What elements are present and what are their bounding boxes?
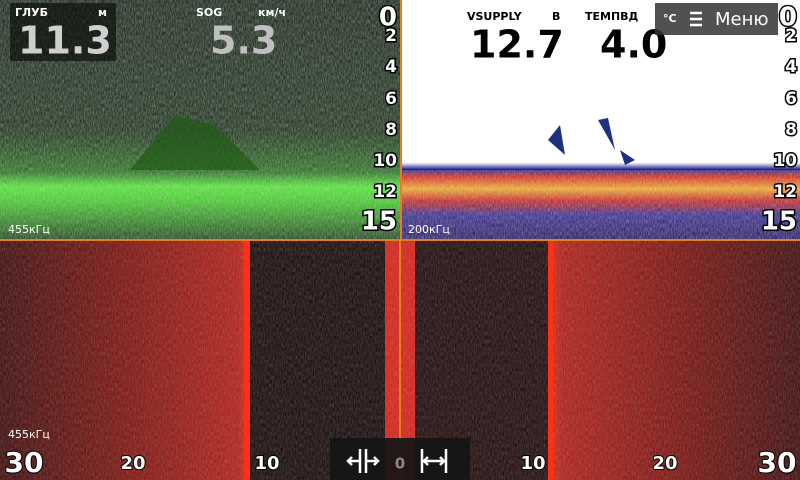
depth-scale-label: 12 <box>373 182 397 202</box>
depth-scale-label: 6 <box>385 89 397 109</box>
temp-label: ТЕМПВД <box>585 10 639 23</box>
depth-scale-label: 15 <box>361 207 397 237</box>
depth-scale-label: 12 <box>773 182 797 202</box>
depth-scale-label: 2 <box>785 26 797 46</box>
zoom-in-icon[interactable] <box>346 449 380 473</box>
frequency: 455кГц <box>8 428 50 441</box>
menu-label[interactable]: Меню <box>715 9 769 30</box>
depth-label: ГЛУБ <box>15 6 48 19</box>
menu-icon[interactable] <box>690 11 702 27</box>
bottom-edge <box>244 241 249 480</box>
depth-scale-label: 0 <box>779 3 797 33</box>
depth-scale-label: 6 <box>785 89 797 109</box>
temp-unit: °C <box>663 12 677 25</box>
depth-scale-label: 4 <box>385 57 397 77</box>
frequency: 200кГц <box>408 223 450 236</box>
sonar-echo <box>130 115 260 170</box>
bottom-edge <box>548 241 553 480</box>
menu-button[interactable]: °C Меню <box>655 3 778 35</box>
depth-scale-label: 10 <box>373 151 397 171</box>
divider <box>0 239 800 241</box>
depth-unit: м <box>98 6 107 19</box>
range-label: 20 <box>120 453 145 474</box>
depth-scale-label: 4 <box>785 57 797 77</box>
readout-box <box>10 3 116 61</box>
depth-scale-label: 10 <box>773 151 797 171</box>
range-label: 0 <box>395 455 405 473</box>
depth-scale-label: 0 <box>379 3 397 33</box>
sog-unit: км/ч <box>258 6 286 19</box>
vsupply-unit: В <box>552 10 560 23</box>
range-label: 10 <box>520 453 545 474</box>
depth-scale-label: 15 <box>761 207 797 237</box>
sog-label: SOG <box>196 6 222 19</box>
vsupply-label: VSUPPLY <box>467 10 523 23</box>
menu-background[interactable] <box>655 3 778 35</box>
zoom-out-icon[interactable] <box>420 449 448 473</box>
sog-value: 5.3 <box>210 19 277 63</box>
depth-scale-label: 2 <box>385 26 397 46</box>
depth-scale-label: 8 <box>385 120 397 140</box>
frequency: 455кГц <box>8 223 50 236</box>
vsupply-value: 12.7 <box>470 23 564 67</box>
sonar-echo <box>548 118 635 165</box>
range-label: 30 <box>5 446 44 479</box>
scroll-control[interactable] <box>330 438 470 480</box>
range-label: 20 <box>652 453 677 474</box>
divider <box>399 241 401 480</box>
sonar-texture <box>402 170 800 239</box>
depth-scale-label: 8 <box>785 120 797 140</box>
range-label: 30 <box>758 446 797 479</box>
range-label: 10 <box>254 453 279 474</box>
depth-value: 11.3 <box>18 19 112 63</box>
divider <box>400 0 402 241</box>
